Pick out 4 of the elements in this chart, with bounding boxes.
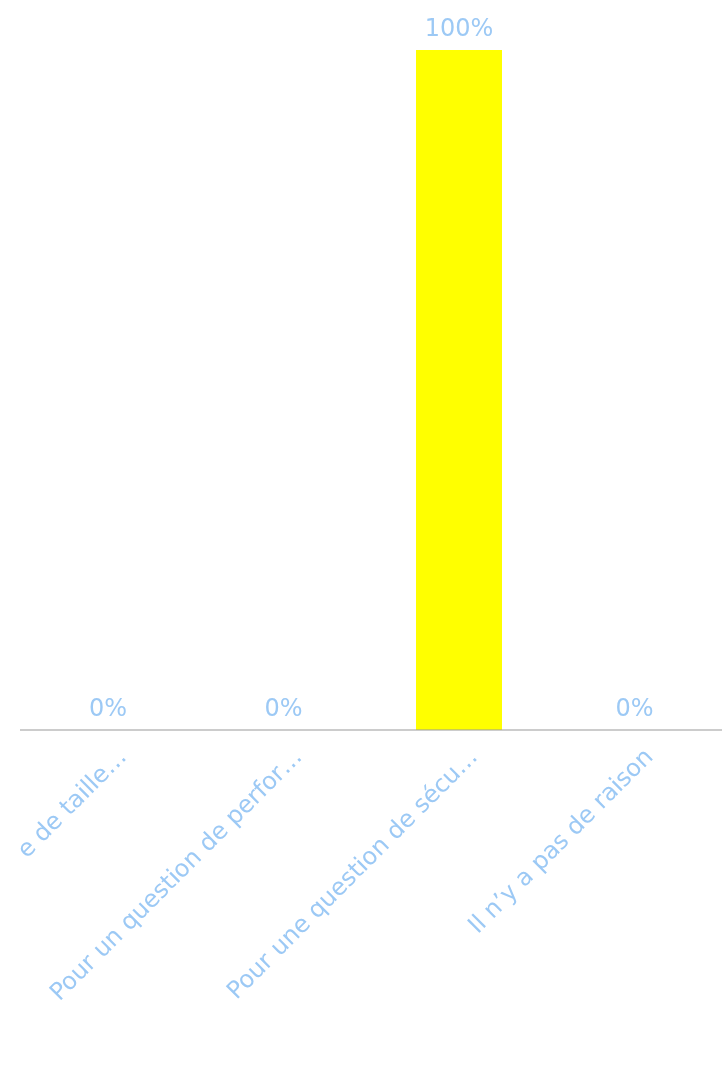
data-label: 100% <box>424 14 494 42</box>
data-label: 0% <box>88 694 128 722</box>
data-label: 0% <box>264 694 303 722</box>
data-label: 0% <box>615 694 654 722</box>
